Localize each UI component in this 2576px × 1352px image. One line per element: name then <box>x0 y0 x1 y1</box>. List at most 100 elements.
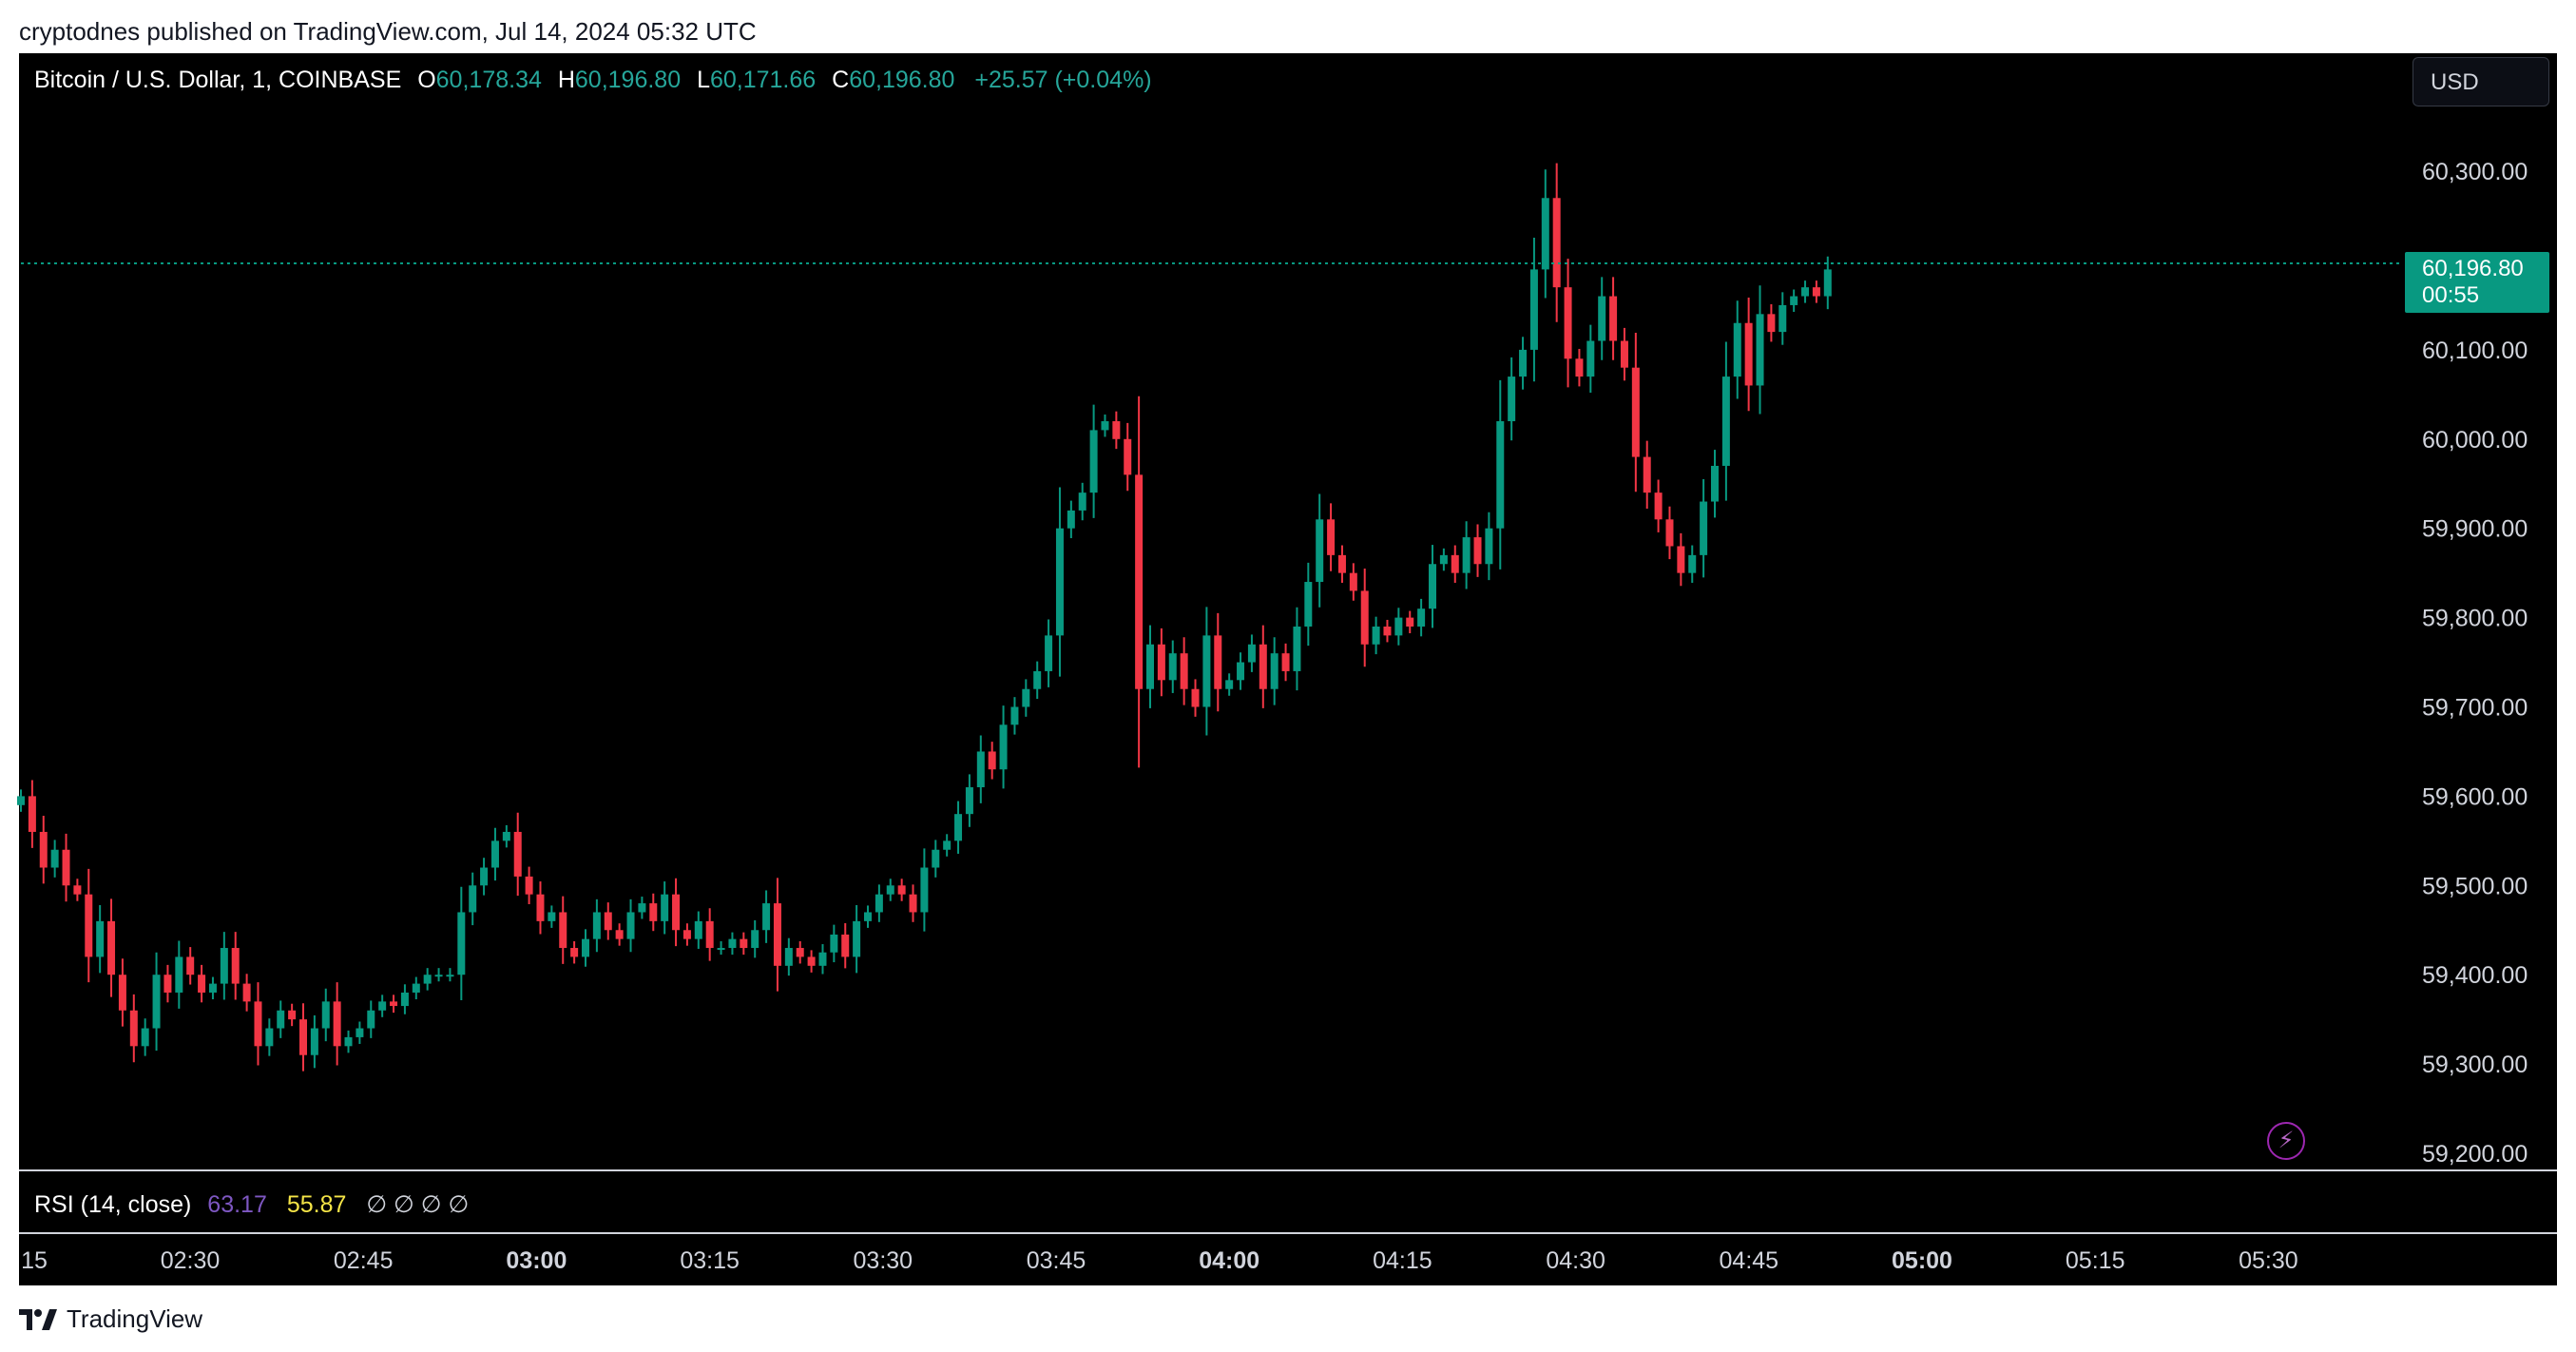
candle <box>446 975 454 977</box>
candle <box>1620 340 1628 368</box>
candle <box>773 903 781 966</box>
x-tick-label: 03:45 <box>1027 1247 1086 1274</box>
rsi-value: 63.17 <box>207 1191 267 1218</box>
candle <box>141 1028 149 1047</box>
candle <box>1598 296 1606 341</box>
brand-name: TradingView <box>67 1304 203 1333</box>
candle <box>672 894 681 931</box>
candle <box>740 938 748 949</box>
candle <box>1293 626 1301 671</box>
candle <box>50 849 59 868</box>
candle <box>1462 537 1471 573</box>
candle <box>1045 635 1053 671</box>
footer-brand[interactable]: TradingView <box>19 1304 202 1334</box>
candle <box>841 934 850 957</box>
candle <box>129 1010 138 1047</box>
candle <box>265 1028 274 1047</box>
bar-countdown: 00:55 <box>2422 282 2480 308</box>
candle <box>626 912 635 939</box>
x-tick-label: 15 <box>21 1247 48 1274</box>
candle <box>1609 296 1618 341</box>
candle <box>1135 474 1144 689</box>
candle <box>1778 304 1787 333</box>
lightning-icon[interactable]: ⚡ <box>2267 1122 2305 1160</box>
y-tick-label: 59,700.00 <box>2422 695 2528 722</box>
candle <box>1168 653 1177 681</box>
candle <box>1022 688 1030 707</box>
y-tick-label: 59,400.00 <box>2422 962 2528 989</box>
low-value: 60,171.66 <box>709 67 817 93</box>
candle <box>1180 653 1188 689</box>
x-tick-label: 04:30 <box>1546 1247 1605 1274</box>
candle <box>1214 635 1222 689</box>
candle <box>853 920 861 957</box>
publisher-line: cryptodnes published on TradingView.com,… <box>19 17 757 46</box>
x-tick-label: 05:30 <box>2239 1247 2298 1274</box>
candle <box>1337 554 1346 573</box>
candle <box>198 975 206 993</box>
candle <box>548 912 556 921</box>
candle <box>1575 358 1584 377</box>
high-value: 60,196.80 <box>574 67 682 93</box>
candle <box>1146 644 1154 689</box>
candle <box>1383 626 1392 636</box>
candle <box>897 885 906 895</box>
candle <box>1733 322 1741 377</box>
x-tick-label: 04:15 <box>1373 1247 1432 1274</box>
candle <box>932 849 940 868</box>
last-price-tag: 60,196.80 00:55 <box>2405 252 2549 313</box>
candle <box>1790 296 1798 305</box>
candle <box>1281 653 1290 671</box>
candle <box>1033 670 1042 689</box>
y-tick-label: 59,300.00 <box>2422 1052 2528 1078</box>
x-tick-label: 04:00 <box>1199 1247 1259 1274</box>
candle <box>299 1019 307 1055</box>
candle <box>1191 688 1200 707</box>
ohlc-legend: Bitcoin / U.S. Dollar, 1, COINBASE O60,1… <box>34 67 1152 94</box>
x-tick-label: 02:30 <box>161 1247 221 1274</box>
candle <box>1429 564 1436 609</box>
candle <box>920 867 929 913</box>
candle <box>1677 546 1685 573</box>
close-value: 60,196.80 <box>849 67 955 93</box>
candle <box>1124 438 1132 475</box>
candle <box>728 938 737 949</box>
symbol-title[interactable]: Bitcoin / U.S. Dollar, 1, COINBASE <box>34 67 402 93</box>
candle <box>864 912 872 921</box>
candle <box>536 894 545 921</box>
candle <box>423 975 432 984</box>
candle <box>1631 367 1640 457</box>
candle <box>762 903 771 931</box>
candle <box>107 920 116 975</box>
candle <box>367 1010 375 1029</box>
last-price-value: 60,196.80 <box>2422 256 2524 281</box>
candle <box>943 840 952 850</box>
currency-button[interactable]: USD <box>2413 57 2549 106</box>
y-tick-label: 59,200.00 <box>2422 1141 2528 1168</box>
candle <box>310 1028 318 1055</box>
candle <box>582 938 589 957</box>
candle <box>344 1036 353 1047</box>
candle <box>559 912 567 949</box>
candle <box>1700 501 1708 555</box>
candle <box>62 849 70 886</box>
candle <box>1654 493 1663 520</box>
change-value: +25.57 (+0.04%) <box>974 67 1152 93</box>
candle <box>1010 706 1019 725</box>
candle <box>1744 322 1753 386</box>
candle <box>965 787 973 815</box>
candle <box>231 948 240 984</box>
candle <box>175 956 183 993</box>
candle <box>1101 421 1109 431</box>
rsi-label[interactable]: RSI (14, close) <box>34 1191 192 1218</box>
candle <box>434 975 443 977</box>
candle <box>592 912 601 939</box>
candle <box>513 831 522 877</box>
y-tick-label: 59,600.00 <box>2422 783 2528 810</box>
rsi-pane[interactable]: RSI (14, close) 63.17 55.87 ∅ ∅ ∅ ∅ <box>19 1169 2557 1234</box>
candle <box>208 983 217 993</box>
candle <box>1439 554 1448 565</box>
y-tick-label: 59,800.00 <box>2422 606 2528 632</box>
candle <box>875 894 883 913</box>
